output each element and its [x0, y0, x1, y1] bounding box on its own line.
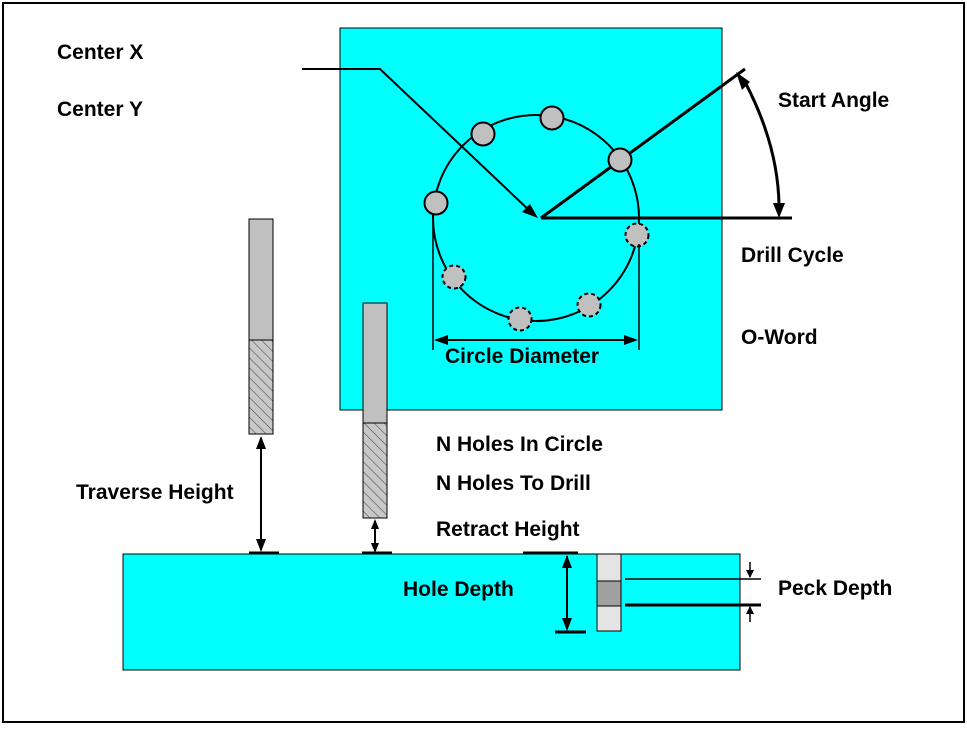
center-leader-line	[302, 68, 532, 213]
label-center-x: Center X	[57, 41, 144, 64]
start-angle-arc	[743, 81, 781, 206]
retract-tool-shank	[362, 302, 388, 424]
label-n-holes-to-drill: N Holes To Drill	[436, 472, 591, 495]
hole-drilled-1	[607, 147, 633, 173]
hole-undrilled-1	[624, 222, 650, 248]
retract-arrow-top	[371, 519, 379, 529]
start-angle-arrow-bottom	[773, 203, 785, 218]
traverse-arrow-bottom	[256, 539, 266, 552]
peck-arrow-bottom	[746, 606, 754, 614]
peck-arrow-top	[746, 570, 754, 578]
hole-undrilled-4	[441, 264, 467, 290]
label-o-word: O-Word	[741, 326, 818, 349]
side-view-plate	[122, 553, 741, 671]
label-center-y: Center Y	[57, 98, 143, 121]
hole-undrilled-2	[576, 292, 602, 318]
retract-tool-flute	[362, 422, 388, 519]
traverse-tool-shank	[248, 218, 274, 341]
center-arrowhead	[522, 204, 538, 218]
angle-start-line	[540, 67, 746, 220]
hole-drilled-4	[423, 190, 449, 216]
label-drill-cycle: Drill Cycle	[741, 244, 844, 267]
label-n-holes-in-circle: N Holes In Circle	[436, 433, 603, 456]
label-peck-depth: Peck Depth	[778, 577, 893, 600]
start-angle-arrow-top	[736, 72, 750, 90]
hole-drilled-2	[539, 105, 565, 131]
retract-arrow-bottom	[371, 543, 379, 553]
hole-drilled-3	[470, 121, 496, 147]
hole-undrilled-3	[507, 306, 533, 332]
traverse-tool-flute	[248, 339, 274, 435]
hole-depth-arrow-bottom	[562, 618, 572, 631]
label-retract-height: Retract Height	[436, 518, 580, 541]
hole-depth-arrow-top	[562, 555, 572, 568]
peck-segment	[596, 580, 622, 607]
label-hole-depth: Hole Depth	[403, 578, 514, 601]
diameter-arrow-right	[624, 335, 638, 345]
label-traverse-height: Traverse Height	[76, 481, 234, 504]
diameter-arrow-left	[434, 335, 448, 345]
label-circle-diameter: Circle Diameter	[445, 345, 600, 368]
label-start-angle: Start Angle	[778, 89, 890, 112]
traverse-arrow-top	[256, 436, 266, 449]
